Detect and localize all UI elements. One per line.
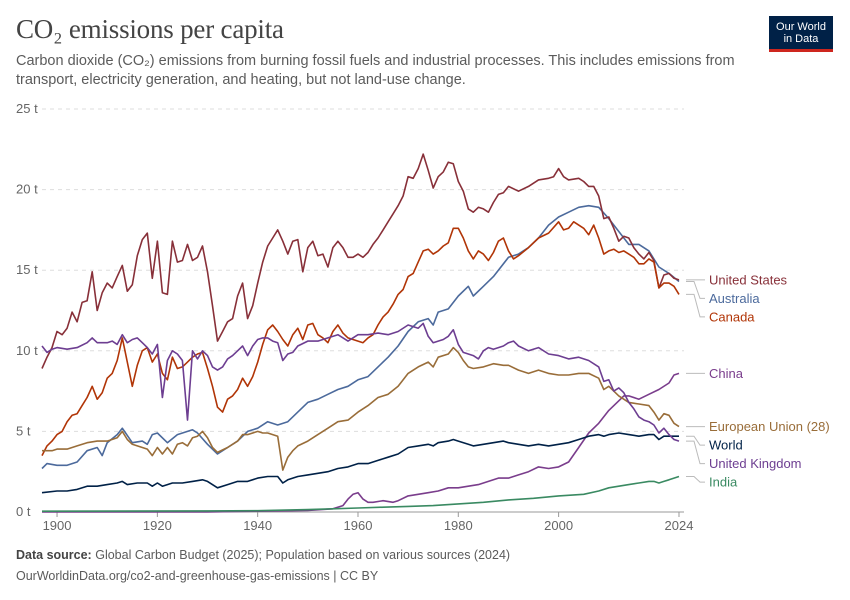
series-line-united-states — [41, 153, 680, 369]
label-connector-united-kingdom — [686, 440, 705, 465]
series-label-world: World — [709, 438, 743, 453]
label-connector-india — [686, 476, 705, 483]
series-line-china — [42, 372, 680, 513]
series-line-australia — [41, 204, 680, 470]
y-axis-ticks: 0 t 5 t 10 t 15 t 20 t 25 t — [16, 101, 38, 519]
x-axis-ticks: 1900 1920 1940 1960 1980 2000 2024 — [43, 512, 694, 533]
y-tick-label: 5 t — [16, 423, 31, 438]
x-tick-label: 1940 — [243, 518, 272, 533]
source-link[interactable]: OurWorldinData.org/co2-and-greenhouse-ga… — [16, 569, 379, 583]
x-tick-label: 2000 — [544, 518, 573, 533]
x-tick-label: 1960 — [344, 518, 373, 533]
series-line-european-union-28- — [42, 346, 680, 471]
page-title: CO₂ emissions per capita — [16, 14, 284, 44]
y-tick-label: 25 t — [16, 101, 38, 116]
chart-grid — [42, 108, 684, 513]
series-label-australia: Australia — [709, 291, 760, 306]
series-line-united-kingdom — [41, 322, 680, 442]
series-label-united-states: United States — [709, 272, 788, 287]
y-tick-label: 20 t — [16, 182, 38, 197]
label-connector-canada — [686, 293, 705, 318]
data-source-label: Data source: — [16, 548, 92, 562]
series-label-china: China — [709, 366, 744, 381]
y-tick-label: 15 t — [16, 262, 38, 277]
series-label-india: India — [709, 475, 738, 490]
y-tick-label: 0 t — [16, 504, 31, 519]
y-tick-label: 10 t — [16, 343, 38, 358]
line-chart: 0 t5 t10 t15 t20 t25 t 1900 1920 1940 1960 1… — [16, 101, 830, 533]
logo-line-2: in Data — [783, 33, 819, 45]
series-label-united-kingdom: United Kingdom — [709, 456, 802, 471]
series-line-world — [41, 432, 679, 494]
chart-series-lines — [41, 153, 680, 513]
data-source-text: Global Carbon Budget (2025); Population … — [95, 548, 511, 562]
logo-line-1: Our World — [776, 21, 826, 33]
chart-series-labels: United States Australia Canada China Europea… — [686, 272, 830, 490]
owid-logo[interactable]: Our World in Data — [769, 16, 833, 52]
label-connector-world — [686, 435, 705, 446]
data-source: Data source: Global Carbon Budget (2025)… — [16, 548, 510, 562]
series-label-canada: Canada — [709, 309, 755, 324]
x-tick-label: 1900 — [43, 518, 72, 533]
series-line-india — [41, 475, 680, 512]
x-tick-label: 1920 — [143, 518, 172, 533]
x-tick-label: 1980 — [444, 518, 473, 533]
x-tick-label: 2024 — [665, 518, 694, 533]
label-connector-australia — [686, 281, 705, 299]
series-label-european-union-28-: European Union (28) — [709, 419, 830, 434]
page-subtitle: Carbon dioxide (CO₂) emissions from burn… — [16, 53, 735, 88]
